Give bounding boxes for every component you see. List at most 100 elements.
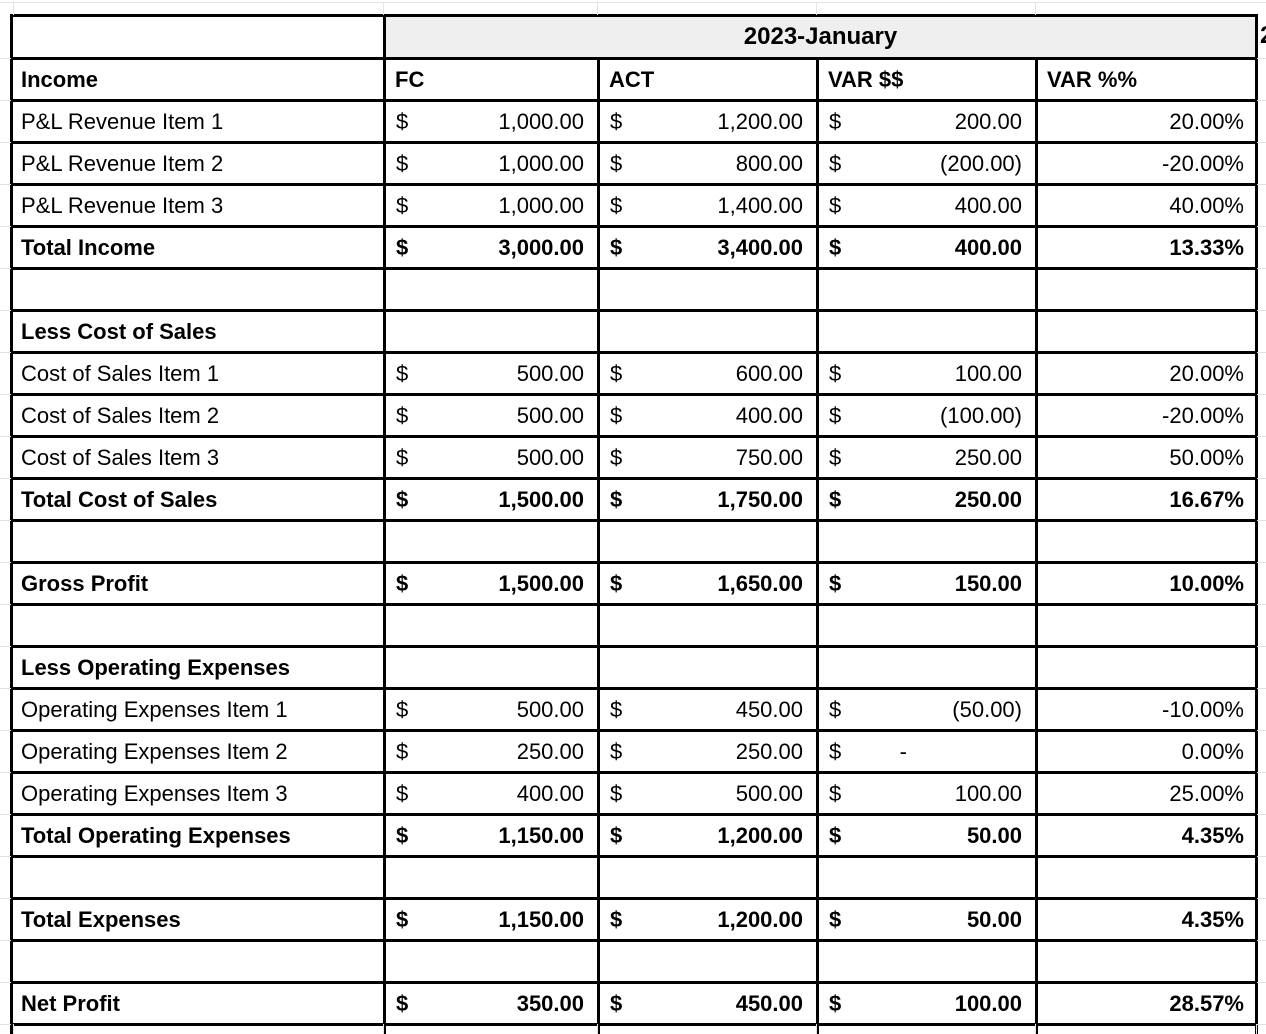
cell-var[interactable] <box>816 267 1038 312</box>
month-header-cell[interactable]: 2023-January <box>383 14 1258 60</box>
cell-fc[interactable]: $500.00 <box>383 435 600 480</box>
cell-label[interactable]: Operating Expenses Item 2 <box>10 729 386 774</box>
cell-label[interactable]: Operating Expenses Item 3 <box>10 771 386 816</box>
cell-label[interactable] <box>10 603 386 648</box>
cell-var[interactable]: $200.00 <box>816 99 1038 144</box>
cell-act[interactable]: $1,750.00 <box>597 477 819 522</box>
cell-var[interactable] <box>816 1023 1038 1034</box>
cell-label[interactable]: Total Income <box>10 225 386 270</box>
cell-fc[interactable] <box>383 309 600 354</box>
cell-act[interactable]: $1,200.00 <box>597 813 819 858</box>
cell-var[interactable]: $ (100.00) <box>816 393 1038 438</box>
column-header-var-dollars[interactable]: VAR $$ <box>816 57 1038 102</box>
cell-var-pct[interactable]: 40.00% <box>1035 183 1258 228</box>
cell-fc[interactable]: $1,150.00 <box>383 813 600 858</box>
cell-var-pct[interactable]: 10.00% <box>1035 561 1258 606</box>
cell-var[interactable]: $100.00 <box>816 771 1038 816</box>
cell-act[interactable]: $750.00 <box>597 435 819 480</box>
cell-var-pct[interactable] <box>1035 519 1258 564</box>
cell-var-pct[interactable] <box>1035 939 1258 984</box>
cell-var-pct[interactable]: -10.00% <box>1035 687 1258 732</box>
cell-var-pct[interactable] <box>1035 603 1258 648</box>
column-header-var-percent[interactable]: VAR %% <box>1035 57 1258 102</box>
cell-label[interactable]: Cost of Sales Item 2 <box>10 393 386 438</box>
cell-fc[interactable] <box>383 1023 600 1034</box>
cell-act[interactable] <box>597 603 819 648</box>
cell-label[interactable] <box>10 519 386 564</box>
cell-label[interactable] <box>10 939 386 984</box>
cell-var[interactable] <box>816 939 1038 984</box>
cell-label[interactable]: P&L Revenue Item 1 <box>10 99 386 144</box>
cell-label[interactable]: Less Cost of Sales <box>10 309 386 354</box>
cell-label[interactable]: Operating Expenses Item 1 <box>10 687 386 732</box>
cell-fc[interactable] <box>383 939 600 984</box>
cell-label[interactable]: Gross Profit <box>10 561 386 606</box>
cell-fc[interactable]: $1,000.00 <box>383 141 600 186</box>
cell-var[interactable]: $250.00 <box>816 477 1038 522</box>
cell-var-pct[interactable]: 20.00% <box>1035 99 1258 144</box>
cell-fc[interactable]: $350.00 <box>383 981 600 1026</box>
cell-fc[interactable]: $1,000.00 <box>383 99 600 144</box>
cell-act[interactable]: $450.00 <box>597 981 819 1026</box>
cell-label[interactable]: P&L Revenue Item 3 <box>10 183 386 228</box>
cell-label[interactable]: Net Profit <box>10 981 386 1026</box>
cell-act[interactable]: $600.00 <box>597 351 819 396</box>
cell-var[interactable]: $150.00 <box>816 561 1038 606</box>
cell-var-pct[interactable] <box>1035 645 1258 690</box>
cell-label[interactable]: Cost of Sales Item 3 <box>10 435 386 480</box>
column-header-fc[interactable]: FC <box>383 57 600 102</box>
cell-act[interactable] <box>597 855 819 900</box>
cell-var-pct[interactable]: -20.00% <box>1035 141 1258 186</box>
cell-fc[interactable] <box>383 603 600 648</box>
cell-var[interactable]: $ (50.00) <box>816 687 1038 732</box>
cell-fc[interactable]: $1,150.00 <box>383 897 600 942</box>
cell-var[interactable] <box>816 603 1038 648</box>
cell-label[interactable] <box>10 267 386 312</box>
cell-act[interactable]: $250.00 <box>597 729 819 774</box>
cell-fc[interactable]: $1,500.00 <box>383 477 600 522</box>
cell-act[interactable] <box>597 645 819 690</box>
cell-var-pct[interactable]: 16.67% <box>1035 477 1258 522</box>
cell-act[interactable]: $450.00 <box>597 687 819 732</box>
cell-var-pct[interactable] <box>1035 267 1258 312</box>
cell-var[interactable]: $400.00 <box>816 183 1038 228</box>
cell-var[interactable]: $250.00 <box>816 435 1038 480</box>
cell-var-pct[interactable]: 13.33% <box>1035 225 1258 270</box>
cell-fc[interactable] <box>383 855 600 900</box>
cell-var-pct[interactable]: 4.35% <box>1035 813 1258 858</box>
column-header-income[interactable]: Income <box>10 57 386 102</box>
cell-var-pct[interactable]: 25.00% <box>1035 771 1258 816</box>
cell-var-pct[interactable] <box>1035 309 1258 354</box>
cell-act[interactable]: $400.00 <box>597 393 819 438</box>
cell-fc[interactable]: $3,000.00 <box>383 225 600 270</box>
cell-var[interactable]: $100.00 <box>816 351 1038 396</box>
cell-act[interactable]: $3,400.00 <box>597 225 819 270</box>
cell-act[interactable]: $1,400.00 <box>597 183 819 228</box>
cell-label[interactable]: Cost of Sales Item 1 <box>10 351 386 396</box>
cell-var-pct[interactable]: 50.00% <box>1035 435 1258 480</box>
cell-fc[interactable]: $250.00 <box>383 729 600 774</box>
cell-var-pct[interactable]: 20.00% <box>1035 351 1258 396</box>
cell-act[interactable]: $1,200.00 <box>597 99 819 144</box>
cell-label[interactable]: Total Cost of Sales <box>10 477 386 522</box>
cell-act[interactable] <box>597 519 819 564</box>
cell-var[interactable]: $50.00 <box>816 813 1038 858</box>
cell-act[interactable] <box>597 1023 819 1034</box>
cell-var[interactable]: $ - <box>816 729 1038 774</box>
cell-fc[interactable] <box>383 519 600 564</box>
corner-cell[interactable] <box>10 14 386 60</box>
cell-label[interactable] <box>10 855 386 900</box>
cell-label[interactable]: Total Expenses <box>10 897 386 942</box>
cell-var[interactable] <box>816 855 1038 900</box>
cell-label[interactable]: Less Operating Expenses <box>10 645 386 690</box>
cell-var-pct[interactable] <box>1035 1023 1258 1034</box>
cell-act[interactable]: $1,200.00 <box>597 897 819 942</box>
cell-fc[interactable]: $1,500.00 <box>383 561 600 606</box>
cell-act[interactable]: $500.00 <box>597 771 819 816</box>
cell-var[interactable]: $ (200.00) <box>816 141 1038 186</box>
cell-act[interactable] <box>597 267 819 312</box>
cell-fc[interactable]: $500.00 <box>383 393 600 438</box>
cell-fc[interactable]: $1,000.00 <box>383 183 600 228</box>
cell-var[interactable] <box>816 645 1038 690</box>
cell-act[interactable]: $800.00 <box>597 141 819 186</box>
